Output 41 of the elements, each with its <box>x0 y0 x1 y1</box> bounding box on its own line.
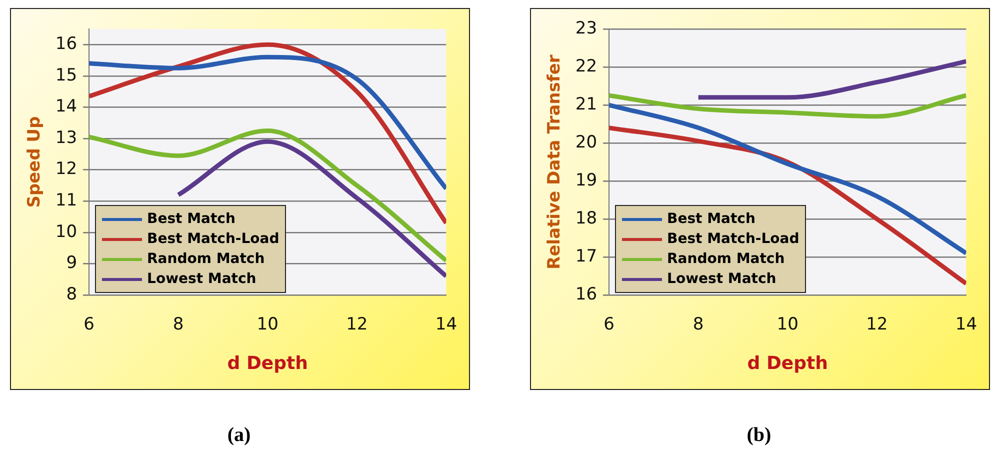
legend-label: Random Match <box>147 251 265 267</box>
text: (a) <box>226 424 252 447</box>
legend-label: Best Match-Load <box>667 231 800 247</box>
y-tick-label: 17 <box>575 246 598 266</box>
x-tick-label: 6 <box>84 314 94 335</box>
x-tick-label: 12 <box>866 314 888 335</box>
y-tick-label: 22 <box>575 56 598 76</box>
x-tick-label: 8 <box>172 314 184 335</box>
legend-label: Best Match <box>147 211 236 227</box>
legend-label: Best Match-Load <box>147 231 280 247</box>
x-tick-label: 10 <box>776 314 798 335</box>
legend-label: Lowest Match <box>147 271 256 287</box>
y-tick-label: 20 <box>575 132 598 152</box>
y-tick-label: 21 <box>575 94 598 114</box>
y-tick-label: 13 <box>55 128 78 148</box>
y-axis-title: Speed Up <box>24 116 45 208</box>
x-tick-label: 6 <box>604 314 614 335</box>
y-tick-label: 14 <box>55 96 78 117</box>
x-tick-label: 10 <box>256 314 278 335</box>
y-tick-label: 15 <box>55 65 78 86</box>
x-tick-label: 14 <box>435 314 458 335</box>
text: (b) <box>746 424 772 447</box>
y-tick-label: 16 <box>55 34 78 54</box>
y-tick-label: 19 <box>575 170 598 190</box>
y-tick-label: 12 <box>55 159 78 180</box>
legend-label: Best Match <box>667 211 756 227</box>
y-tick-label: 11 <box>55 190 78 211</box>
y-tick-label: 8 <box>66 284 78 304</box>
y-tick-label: 10 <box>55 222 78 242</box>
x-axis-title: d Depth <box>227 352 308 374</box>
x-axis-title: d Depth <box>747 352 828 374</box>
y-tick-label: 23 <box>575 18 598 38</box>
x-tick-label: 12 <box>346 314 368 335</box>
x-tick-label: 8 <box>692 314 704 335</box>
legend-label: Lowest Match <box>667 271 776 287</box>
y-tick-label: 9 <box>66 253 78 274</box>
y-tick-label: 16 <box>575 284 598 304</box>
y-axis-title: Relative Data Transfer <box>544 54 565 270</box>
y-tick-label: 18 <box>575 208 598 228</box>
legend-label: Random Match <box>667 251 785 267</box>
x-tick-label: 14 <box>955 314 978 335</box>
